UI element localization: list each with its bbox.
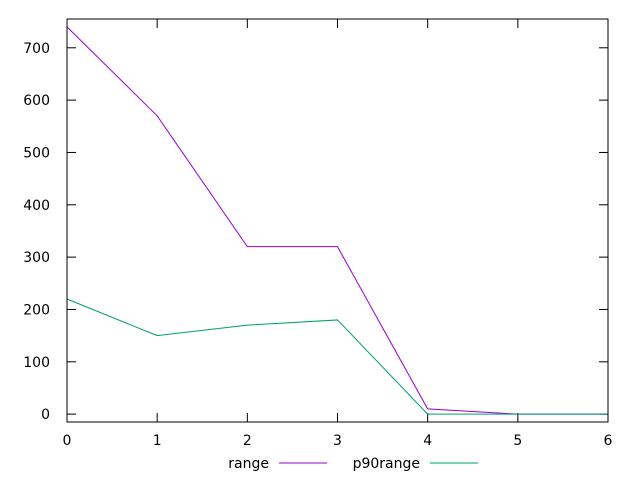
x-tick-label: 5 [513, 433, 522, 449]
y-tick-label: 0 [41, 407, 50, 423]
x-tick-label: 6 [604, 433, 613, 449]
series-line-p90range [66, 298, 608, 415]
legend-label-p90range: p90range [353, 456, 420, 472]
y-tick-label: 700 [23, 41, 50, 57]
x-tick-label: 1 [153, 433, 162, 449]
x-tick-label: 3 [333, 433, 342, 449]
x-tick-label: 2 [243, 433, 252, 449]
y-tick-label: 100 [23, 355, 50, 371]
y-tick-label: 400 [23, 198, 50, 214]
legend-label-range: range [228, 456, 269, 472]
plot-border [66, 18, 609, 423]
legend: range p90range [228, 456, 478, 472]
x-tick-label: 0 [63, 433, 72, 449]
y-tick-label: 200 [23, 302, 50, 318]
tick-labels: 0 100 200 300 400 500 600 700 0 1 2 3 4 5 6 [23, 41, 612, 449]
y-tick-label: 300 [23, 250, 50, 266]
y-tick-label: 600 [23, 93, 50, 109]
data-series [66, 26, 608, 415]
y-tick-label: 500 [23, 145, 50, 161]
x-tick-label: 4 [423, 433, 432, 449]
